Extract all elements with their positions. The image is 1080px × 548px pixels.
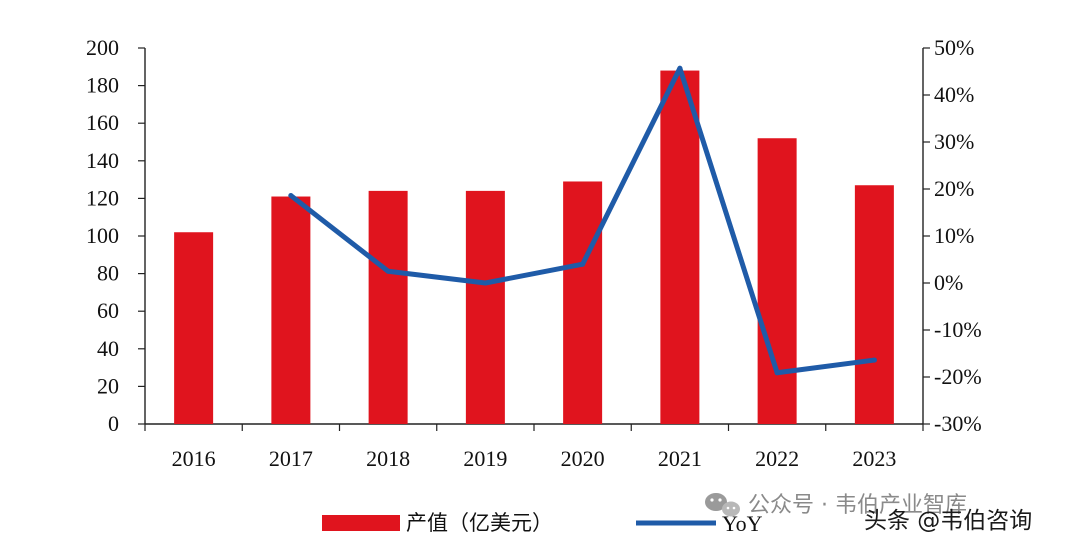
bar-2021 [660, 70, 700, 424]
bar-series [174, 70, 894, 425]
watermark-platform: 头条 @韦伯咨询 [864, 508, 1032, 534]
right-tick-label: 30% [934, 129, 974, 154]
bar-2020 [563, 181, 603, 424]
legend-label-bar: 产值（亿美元） [406, 511, 553, 535]
left-tick-label: 100 [86, 223, 119, 248]
right-tick-label: 10% [934, 223, 974, 248]
right-tick-label: -10% [934, 317, 982, 342]
right-tick-label: -20% [934, 364, 982, 389]
left-tick-label: 200 [86, 35, 119, 60]
yoy-line-series [288, 65, 877, 376]
legend-swatch-bar [322, 515, 400, 531]
x-tick-label: 2018 [366, 446, 410, 471]
wechat-logo-icon [705, 493, 740, 517]
left-tick-label: 0 [108, 411, 119, 436]
left-tick-label: 160 [86, 110, 119, 135]
right-tick-label: 0% [934, 270, 963, 295]
yoy-point-2020 [580, 261, 586, 267]
x-tick-label: 2019 [463, 446, 507, 471]
watermark: 公众号 · 韦伯产业智库 头条 @韦伯咨询 [705, 493, 1032, 534]
x-tick-label: 2020 [561, 446, 605, 471]
left-tick-label: 80 [97, 261, 119, 286]
left-tick-label: 60 [97, 298, 119, 323]
axes: 0 20 40 60 80 100 120 140 160 180 200 -30% -20% -10% 0… [86, 35, 982, 471]
right-tick-label: 40% [934, 82, 974, 107]
bar-2022 [757, 138, 797, 425]
x-tick-label: 2023 [852, 446, 896, 471]
right-tick-label: 50% [934, 35, 974, 60]
right-tick-label: -30% [934, 411, 982, 436]
yoy-point-2022 [774, 370, 780, 376]
left-tick-label: 120 [86, 185, 119, 210]
bar-2023 [854, 185, 894, 424]
left-tick-label: 20 [97, 373, 119, 398]
x-tick-label: 2021 [658, 446, 702, 471]
x-tick-label: 2022 [755, 446, 799, 471]
yoy-point-2023 [871, 357, 877, 363]
x-tick-label: 2016 [172, 446, 216, 471]
watermark-channel: 公众号 · 韦伯产业智库 [748, 493, 967, 518]
yoy-point-2021 [677, 65, 683, 71]
bar-2019 [465, 190, 505, 424]
right-tick-label: 20% [934, 176, 974, 201]
left-tick-label: 140 [86, 148, 119, 173]
bar-2016 [174, 232, 214, 424]
left-tick-label: 180 [86, 73, 119, 98]
left-tick-label: 40 [97, 336, 119, 361]
x-tick-label: 2017 [269, 446, 313, 471]
bar-2018 [368, 190, 408, 424]
yoy-point-2019 [482, 280, 488, 286]
yoy-point-2018 [385, 268, 391, 274]
bar-2017 [271, 196, 311, 424]
yoy-point-2017 [288, 193, 294, 199]
legend: 产值（亿美元） YoY [322, 511, 763, 536]
